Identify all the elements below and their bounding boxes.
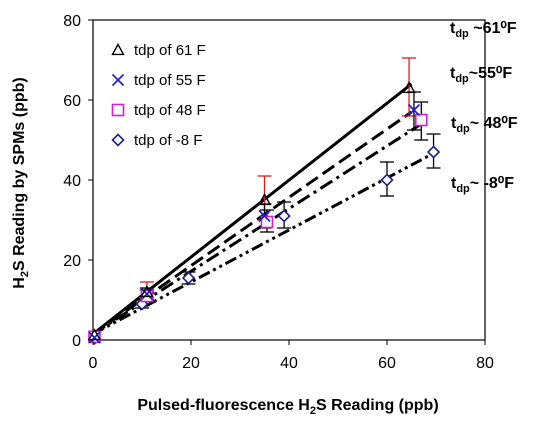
data-point-x-stroke	[88, 331, 101, 344]
data-point-diamond	[277, 209, 291, 223]
legend-entry: tdp of 55 F	[111, 72, 206, 89]
data-point-triangle	[87, 328, 102, 341]
data-point-diamond	[380, 173, 394, 187]
data-point-square	[260, 215, 274, 229]
data-point-x	[111, 73, 125, 87]
data-point-x	[258, 209, 271, 223]
x-tick-label: 40	[280, 355, 298, 372]
data-point-triangle	[140, 285, 154, 298]
data-point-triangle	[402, 81, 416, 94]
x-axis-label: Pulsed-fluorescence H2S Reading (ppb)	[137, 397, 438, 417]
dewpoint-annotation: tdp~ -8⁰F	[451, 175, 514, 195]
legend-label: tdp of 61 F	[134, 42, 206, 59]
data-point-triangle	[257, 193, 272, 206]
data-point-x-stroke	[111, 73, 125, 87]
data-point-square	[111, 103, 125, 117]
data-point-x-stroke	[258, 209, 271, 223]
data-point-x-stroke	[407, 103, 421, 117]
data-point-x	[407, 103, 421, 117]
data-point-x	[88, 331, 101, 344]
y-tick-label: 80	[63, 13, 81, 30]
data-point-x-stroke	[140, 287, 153, 301]
data-point-diamond	[181, 271, 196, 285]
legend: tdp of 61 F tdp of 55 F tdp of 48 F tdp of …	[111, 42, 206, 149]
axis-ticks: 0 20 40 60 80 0 20 40 60 80	[63, 13, 494, 372]
fit-line	[92, 150, 437, 336]
legend-entry: tdp of 48 F	[111, 102, 206, 119]
y-tick-label: 20	[63, 253, 81, 270]
legend-label: tdp of 48 F	[134, 102, 206, 119]
y-tick-label: 60	[63, 93, 81, 110]
data-point-square	[414, 113, 428, 127]
data-point-diamond	[426, 145, 441, 159]
dewpoint-annotation: tdp~ 48⁰F	[451, 115, 518, 135]
x-tick-label: 0	[89, 355, 98, 372]
data-point-x	[140, 287, 153, 301]
dewpoint-annotation: tdp ~61⁰F	[450, 20, 517, 40]
data-markers	[87, 81, 441, 346]
x-tick-label: 60	[378, 355, 396, 372]
legend-label: tdp of 55 F	[134, 72, 206, 89]
x-tick-label: 20	[182, 355, 200, 372]
data-point-diamond	[111, 133, 125, 147]
y-tick-label: 0	[72, 333, 81, 350]
dewpoint-annotation: tdp~55⁰F	[450, 65, 512, 85]
data-point-triangle	[111, 43, 125, 56]
legend-entry: tdp of -8 F	[111, 132, 202, 149]
y-axis-label: H2S Reading by SPMs (ppb)	[11, 77, 31, 288]
y-tick-label: 40	[63, 173, 81, 190]
dewpoint-annotations: tdp ~61⁰F tdp~55⁰F tdp~ 48⁰F tdp~ -8⁰F	[450, 20, 518, 195]
legend-label: tdp of -8 F	[134, 132, 202, 149]
x-tick-label: 80	[476, 355, 494, 372]
legend-entry: tdp of 61 F	[111, 42, 206, 59]
